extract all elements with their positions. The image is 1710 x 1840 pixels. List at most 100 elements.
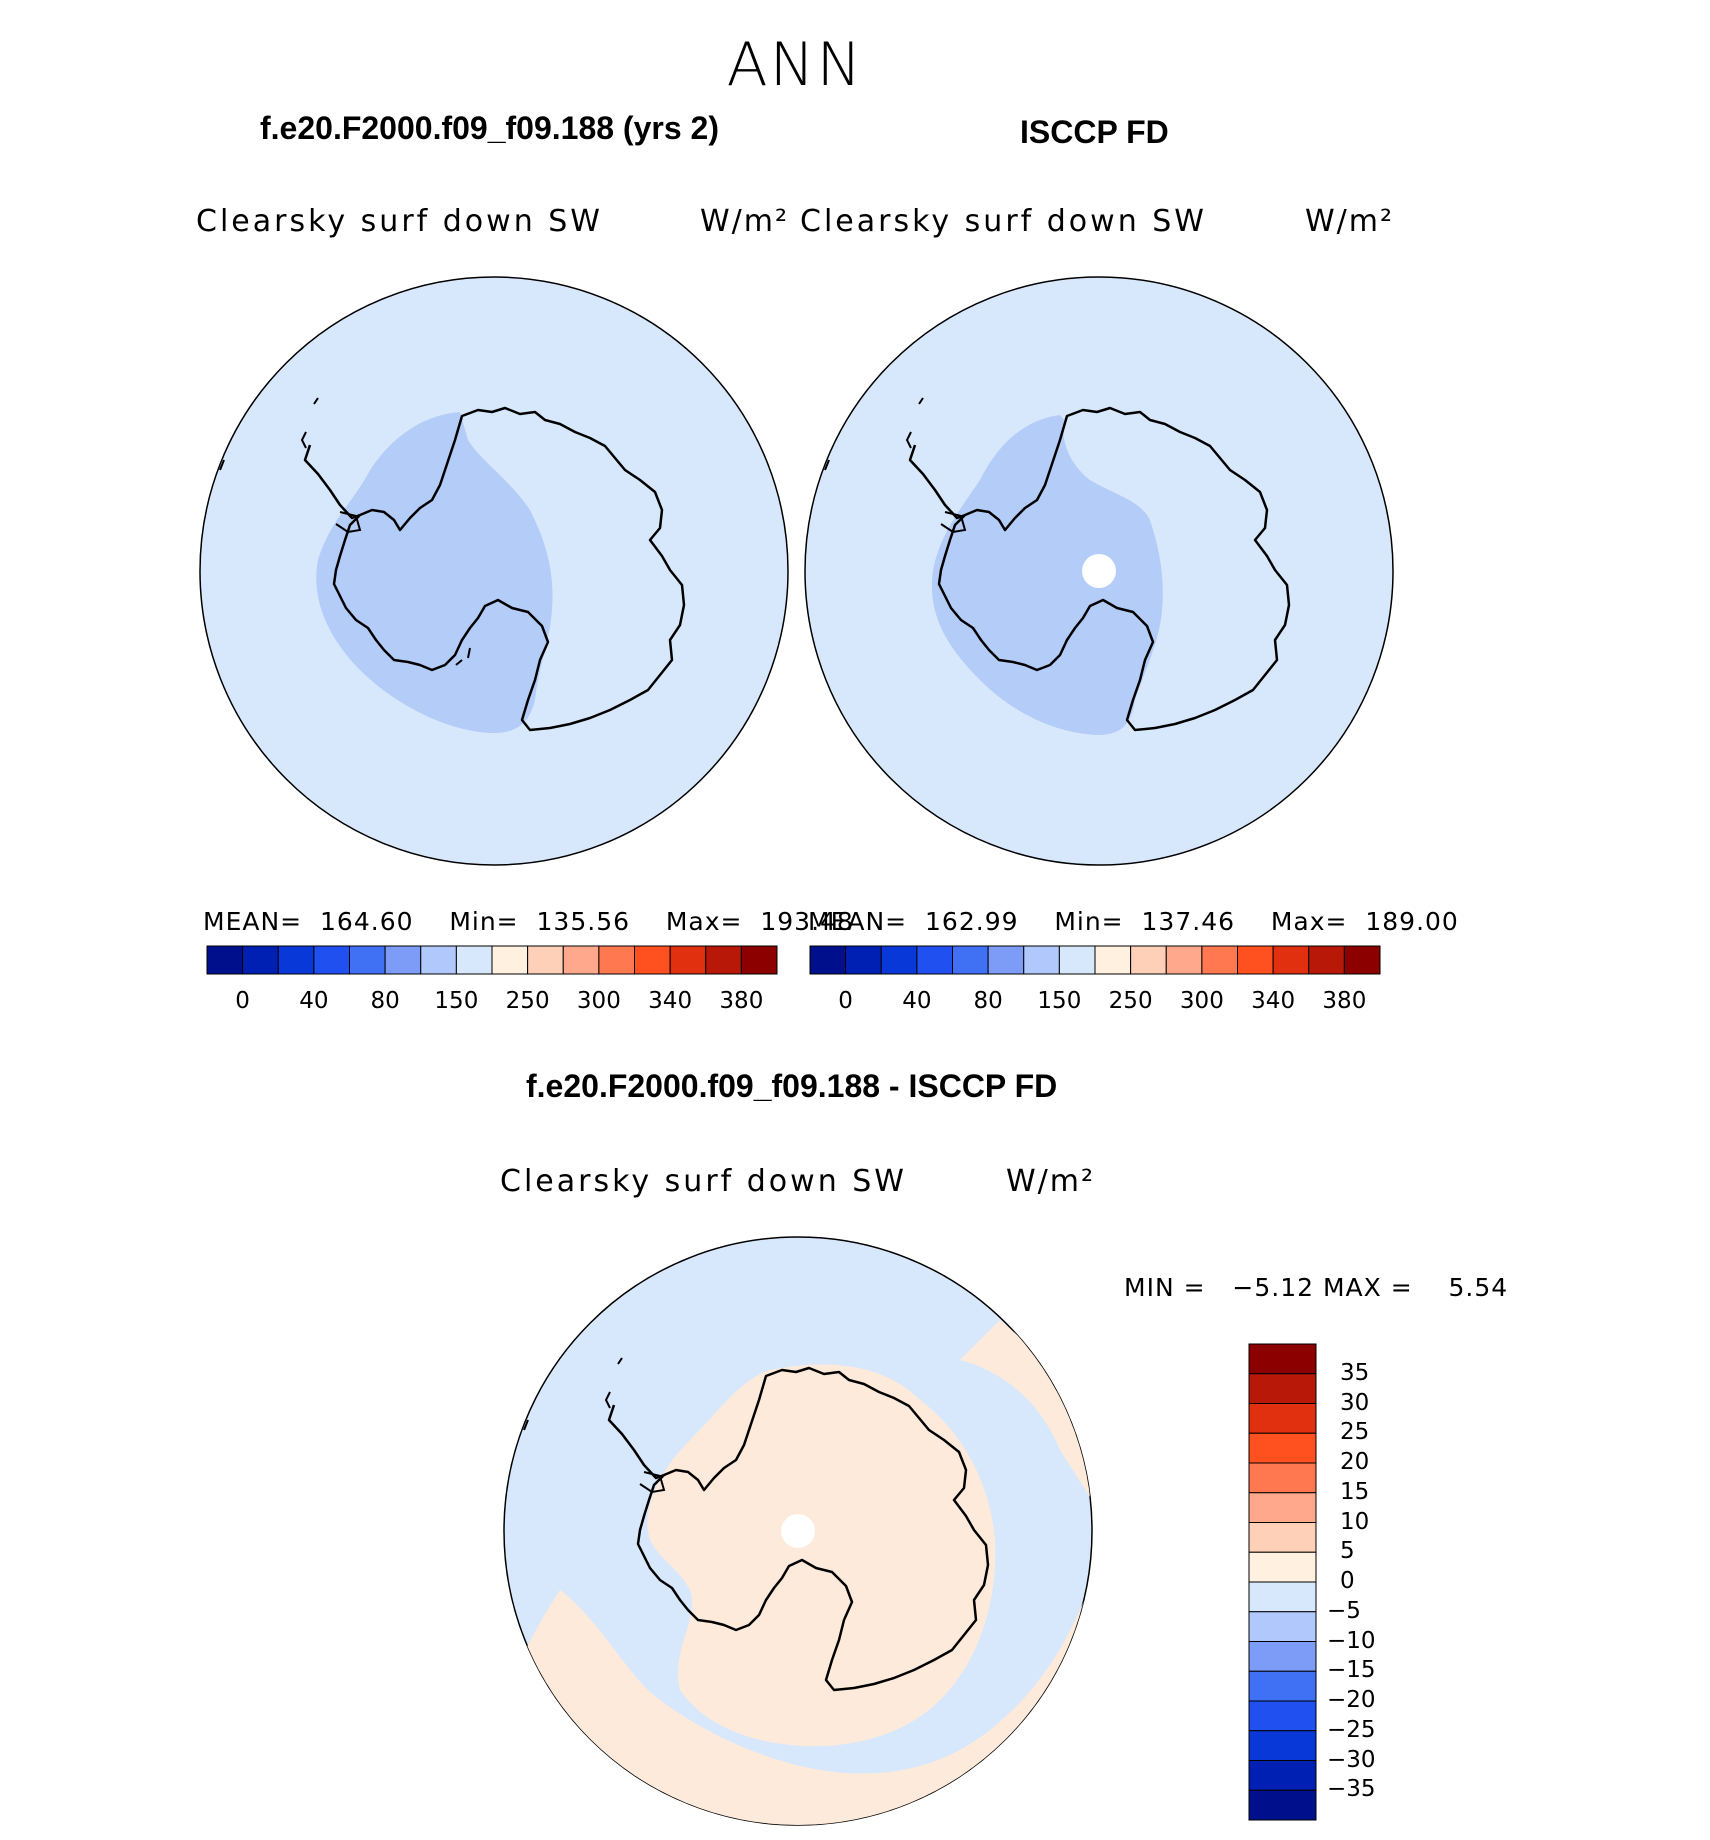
panel-2-colorbar xyxy=(809,945,1381,975)
panel-1-title: f.e20.F2000.f09_f09.188 (yrs 2) xyxy=(260,110,719,146)
colorbar-swatch xyxy=(1248,1462,1317,1494)
panel-1-max-label: Max= xyxy=(665,907,743,936)
colorbar-swatch xyxy=(880,945,918,975)
colorbar-tick-label: 340 xyxy=(1251,988,1296,1014)
panel-2-low-region xyxy=(931,415,1163,736)
colorbar-swatch xyxy=(1248,1700,1317,1732)
diff-coastline xyxy=(607,1366,990,1692)
colorbar-swatch xyxy=(1165,945,1203,975)
colorbar-tick-label: −35 xyxy=(1327,1776,1376,1803)
panel-2-islands xyxy=(824,397,967,534)
colorbar-tick-label: 35 xyxy=(1340,1359,1370,1386)
colorbar-swatch xyxy=(1201,945,1238,975)
colorbar-swatch xyxy=(1308,945,1345,975)
diff-max-label: MAX = xyxy=(1322,1273,1413,1302)
colorbar-swatch xyxy=(987,945,1025,975)
colorbar-swatch xyxy=(1272,945,1310,975)
diff-max: 5.54 xyxy=(1448,1273,1509,1302)
panel-1-stats: MEAN= 164.60 Min= 135.56 Max= 193.48 xyxy=(203,907,854,936)
colorbar-tick-label: 80 xyxy=(973,988,1003,1014)
colorbar-swatch xyxy=(1248,1641,1317,1672)
colorbar-swatch xyxy=(1248,1522,1317,1553)
colorbar-tick-label: 40 xyxy=(299,988,329,1014)
panel-2-max: 189.00 xyxy=(1365,907,1459,936)
colorbar-tick-label: 340 xyxy=(648,988,693,1014)
colorbar-swatch xyxy=(313,945,350,975)
colorbar-swatch xyxy=(562,945,600,975)
colorbar-swatch xyxy=(384,945,422,975)
colorbar-tick-label: 5 xyxy=(1340,1538,1355,1565)
colorbar-swatch xyxy=(206,945,244,975)
colorbar-swatch xyxy=(349,945,386,975)
panel-2-map xyxy=(804,276,1394,866)
colorbar-swatch xyxy=(1248,1551,1317,1583)
colorbar-swatch xyxy=(1248,1730,1317,1761)
panel-2-min-label: Min= xyxy=(1054,907,1124,936)
colorbar-swatch xyxy=(242,945,279,975)
colorbar-swatch xyxy=(598,945,635,975)
panel-1-coastline xyxy=(303,406,686,732)
colorbar-tick-label: 150 xyxy=(434,988,479,1014)
colorbar-tick-label: 80 xyxy=(370,988,400,1014)
panel-2-variable: Clearsky surf down SW xyxy=(800,204,1207,239)
colorbar-tick-label: −30 xyxy=(1327,1746,1376,1773)
diff-min: −5.12 xyxy=(1232,1273,1315,1302)
colorbar-swatch xyxy=(952,945,989,975)
colorbar-tick-label: −20 xyxy=(1327,1687,1376,1713)
panel-2-max-label: Max= xyxy=(1270,907,1348,936)
colorbar-swatch xyxy=(1094,945,1132,975)
panel-2-title: ISCCP FD xyxy=(1020,114,1169,150)
colorbar-swatch xyxy=(1023,945,1060,975)
colorbar-tick-label: −10 xyxy=(1327,1627,1376,1654)
colorbar-tick-label: 10 xyxy=(1340,1508,1370,1535)
panel-1-mean: 164.60 xyxy=(320,907,414,936)
colorbar-tick-label: 20 xyxy=(1340,1449,1370,1475)
colorbar-tick-label: 150 xyxy=(1037,988,1082,1014)
colorbar-swatch xyxy=(1237,945,1274,975)
panel-1-units: W/m² xyxy=(700,204,790,239)
colorbar-tick-label: −5 xyxy=(1327,1597,1361,1624)
colorbar-tick-label: 0 xyxy=(235,988,250,1014)
diff-stats: MIN = −5.12 MAX = 5.54 xyxy=(1124,1273,1508,1302)
colorbar-tick-label: 380 xyxy=(1322,988,1367,1014)
colorbar-swatch xyxy=(1248,1611,1317,1642)
colorbar-tick-label: 380 xyxy=(719,988,764,1014)
colorbar-swatch xyxy=(1058,945,1096,975)
diff-colorbar xyxy=(1248,1343,1317,1821)
panel-1-map xyxy=(199,276,789,866)
panel-2-mean-label: MEAN= xyxy=(808,907,908,936)
panel-1-min-label: Min= xyxy=(449,907,519,936)
colorbar-tick-label: 15 xyxy=(1340,1478,1370,1505)
colorbar-swatch xyxy=(809,945,847,975)
colorbar-tick-label: 0 xyxy=(838,988,853,1014)
colorbar-tick-label: −15 xyxy=(1327,1657,1376,1684)
panel-1-colorbar xyxy=(206,945,778,975)
colorbar-swatch xyxy=(1248,1432,1317,1464)
diff-map xyxy=(503,1236,1093,1826)
colorbar-swatch xyxy=(1130,945,1167,975)
colorbar-swatch xyxy=(845,945,882,975)
colorbar-swatch xyxy=(1248,1670,1317,1702)
colorbar-swatch xyxy=(1248,1581,1317,1613)
colorbar-swatch xyxy=(1248,1403,1317,1434)
colorbar-swatch xyxy=(916,945,953,975)
panel-2-min: 137.46 xyxy=(1141,907,1236,936)
panel-2-mean: 162.99 xyxy=(925,907,1019,936)
colorbar-swatch xyxy=(634,945,671,975)
colorbar-swatch xyxy=(277,945,315,975)
colorbar-tick-label: 250 xyxy=(1108,988,1153,1014)
diff-islands xyxy=(523,1357,666,1494)
page-title: ANN xyxy=(726,30,864,100)
colorbar-swatch xyxy=(740,945,778,975)
colorbar-swatch xyxy=(1248,1492,1317,1523)
colorbar-swatch xyxy=(705,945,742,975)
panel-1-variable: Clearsky surf down SW xyxy=(196,204,603,239)
panel-2-units: W/m² xyxy=(1305,204,1395,239)
diff-missing-pole xyxy=(781,1514,815,1548)
diff-title: f.e20.F2000.f09_f09.188 - ISCCP FD xyxy=(526,1068,1058,1104)
panel-1-mean-label: MEAN= xyxy=(203,907,303,936)
colorbar-swatch xyxy=(455,945,493,975)
panel-1-low-region xyxy=(316,412,553,734)
panel-2-stats: MEAN= 162.99 Min= 137.46 Max= 189.00 xyxy=(808,907,1459,936)
